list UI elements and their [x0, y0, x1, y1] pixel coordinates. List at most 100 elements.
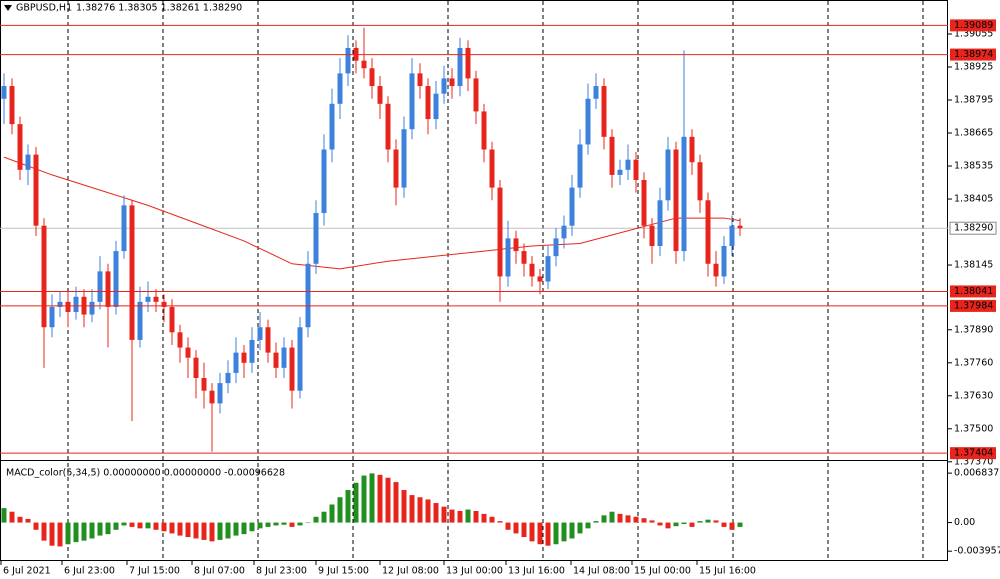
- macd-bar: [601, 515, 607, 523]
- macd-bar: [553, 522, 559, 545]
- macd-bar: [481, 513, 487, 523]
- macd-bar: [665, 522, 671, 529]
- candle-body: [625, 159, 631, 170]
- macd-bar: [145, 522, 151, 529]
- macd-bar: [497, 521, 503, 523]
- macd-bar: [177, 522, 183, 536]
- macd-bar: [401, 490, 407, 523]
- macd-bar: [153, 522, 159, 530]
- macd-bar: [9, 511, 15, 523]
- y-tick-label: 1.38535: [954, 161, 993, 172]
- candle-body: [513, 238, 519, 252]
- candle-body: [305, 263, 311, 328]
- candle-body: [577, 144, 583, 188]
- macd-bar: [49, 522, 55, 546]
- macd-bar: [561, 522, 567, 542]
- candle-body: [561, 225, 567, 239]
- candle-body: [521, 251, 527, 264]
- x-tick-label: 13 Jul 16:00: [508, 566, 565, 577]
- candle-body: [129, 205, 135, 340]
- macd-bar: [89, 522, 95, 539]
- y-tick-label: 1.37890: [954, 324, 993, 335]
- candle-body: [153, 296, 159, 302]
- macd-bar: [449, 509, 455, 523]
- candle-body: [657, 200, 663, 246]
- y-tick-label: 1.38145: [954, 260, 993, 271]
- level-label-box: [950, 48, 996, 61]
- macd-bar: [265, 522, 271, 527]
- macd-bar: [193, 522, 199, 539]
- candle-body: [585, 98, 591, 145]
- macd-bar: [729, 522, 735, 530]
- candle-body: [633, 159, 639, 180]
- candle-body: [489, 149, 495, 188]
- candle-body: [257, 327, 263, 340]
- macd-bar: [473, 511, 479, 523]
- y-tick-label: 1.37370: [954, 456, 993, 467]
- x-tick-label: 14 Jul 08:00: [573, 566, 630, 577]
- candle-body: [17, 124, 23, 170]
- candle-body: [377, 86, 383, 104]
- candle-body: [337, 73, 343, 104]
- candle-body: [441, 78, 447, 94]
- macd-bar: [513, 522, 519, 534]
- candle-body: [601, 86, 607, 137]
- candle-body: [121, 205, 127, 252]
- candle-body: [185, 347, 191, 358]
- y-tick-label: 1.38795: [954, 95, 993, 106]
- candle-body: [369, 68, 375, 87]
- level-label: 1.38041: [954, 286, 993, 297]
- macd-bar: [33, 522, 39, 530]
- macd-bar: [241, 522, 247, 535]
- candle-body: [169, 306, 175, 333]
- candle-body: [313, 212, 319, 264]
- candle-body: [225, 372, 231, 384]
- macd-bar: [537, 522, 543, 545]
- candle-body: [553, 238, 559, 257]
- macd-bar: [289, 522, 295, 527]
- candle-body: [673, 149, 679, 252]
- y-tick-label: 1.38665: [954, 128, 993, 139]
- level-label: 1.38974: [954, 49, 993, 60]
- macd-bar: [369, 473, 375, 523]
- level-label-box: [950, 285, 996, 298]
- candle-body: [473, 78, 479, 112]
- macd-bar: [17, 516, 23, 523]
- macd-bar: [593, 521, 599, 523]
- candle-body: [345, 47, 351, 74]
- level-label-box: [950, 299, 996, 312]
- candle-body: [401, 129, 407, 188]
- candle-body: [201, 378, 207, 391]
- x-tick-label: 15 Jul 16:00: [699, 566, 756, 577]
- candle-body: [241, 352, 247, 363]
- candle-body: [393, 149, 399, 188]
- candle-body: [273, 352, 279, 368]
- macd-bar: [361, 475, 367, 523]
- candle-body: [617, 169, 623, 175]
- macd-bar: [169, 522, 175, 534]
- macd-bar: [57, 522, 63, 547]
- x-tick-label: 8 Jul 07:00: [194, 566, 245, 577]
- macd-bar: [457, 511, 463, 523]
- candle-body: [497, 187, 503, 277]
- candle-body: [321, 149, 327, 213]
- symbol-title: GBPUSD,H1: [16, 3, 72, 14]
- candle-body: [217, 383, 223, 404]
- macd-bar: [545, 522, 551, 546]
- candle-body: [681, 136, 687, 252]
- candle-body: [297, 327, 303, 391]
- x-tick-label: 6 Jul 23:00: [64, 566, 115, 577]
- candle-body: [609, 136, 615, 175]
- level-label: 1.37984: [954, 300, 993, 311]
- candle-body: [161, 301, 167, 307]
- candle-body: [73, 296, 79, 313]
- menu-icon[interactable]: [4, 5, 12, 11]
- macd-bar: [233, 522, 239, 536]
- macd-bar: [201, 522, 207, 540]
- candle-body: [689, 136, 695, 163]
- candle-body: [289, 347, 295, 391]
- candle-body: [57, 301, 63, 307]
- candle-body: [409, 73, 415, 130]
- level-label: 1.37404: [954, 448, 993, 459]
- current-price-box: [949, 221, 997, 235]
